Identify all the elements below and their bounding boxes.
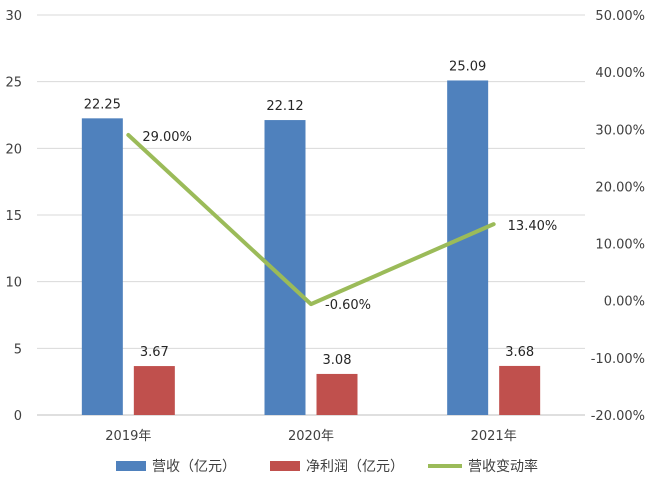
y-left-tick-label: 5 (14, 342, 22, 357)
x-tick-label: 2021年 (471, 429, 517, 444)
line-revenue-change-rate (126, 133, 496, 307)
bar-data-label: 25.09 (449, 59, 486, 74)
bar-data-label: 3.68 (505, 345, 534, 360)
y-right-tick-label: 50.00% (595, 9, 645, 24)
bar-data-label: 22.12 (266, 99, 303, 114)
y-right-tick-label: 20.00% (595, 180, 645, 195)
y-left-tick-label: 20 (5, 142, 22, 157)
x-tick-label: 2019年 (105, 429, 151, 444)
line-point (310, 303, 312, 306)
x-tick-label: 2020年 (288, 429, 334, 444)
line-data-label: 29.00% (142, 130, 192, 145)
y-right-tick-label: -20.00% (591, 409, 645, 424)
bar-data-label: 3.67 (140, 345, 169, 360)
legend-revenue-label: 营收（亿元） (152, 459, 236, 475)
y-left-tick-label: 30 (5, 9, 22, 24)
y-left-tick-label: 0 (14, 409, 22, 424)
y-right-tick-label: 30.00% (595, 123, 645, 138)
y-left-tick-label: 10 (5, 276, 22, 291)
legend-change-rate-label: 营收变动率 (468, 458, 538, 475)
y-left-tick-label: 15 (5, 209, 22, 224)
y-right-tick-label: 10.00% (595, 238, 645, 253)
bar-data-label: 22.25 (84, 97, 121, 112)
line-data-label: -0.60% (325, 298, 371, 313)
legend-revenue-swatch (116, 461, 146, 471)
legend-net-profit-swatch (270, 461, 300, 471)
bar-net-profit (316, 373, 358, 415)
bar-revenue (81, 118, 123, 415)
y-right-tick-label: -10.00% (591, 352, 645, 367)
line-point (492, 223, 495, 226)
bar-net-profit (499, 365, 541, 415)
legend-net-profit-label: 净利润（亿元） (306, 459, 404, 475)
line-data-label: 13.40% (508, 219, 558, 234)
y-left-tick-label: 25 (5, 76, 22, 91)
bar-data-label: 3.08 (323, 353, 352, 368)
bar-net-profit (133, 366, 175, 415)
y-right-tick-label: 40.00% (595, 66, 645, 81)
line-point (127, 134, 130, 136)
y-right-tick-label: 0.00% (604, 295, 645, 310)
bar-revenue (447, 80, 489, 415)
